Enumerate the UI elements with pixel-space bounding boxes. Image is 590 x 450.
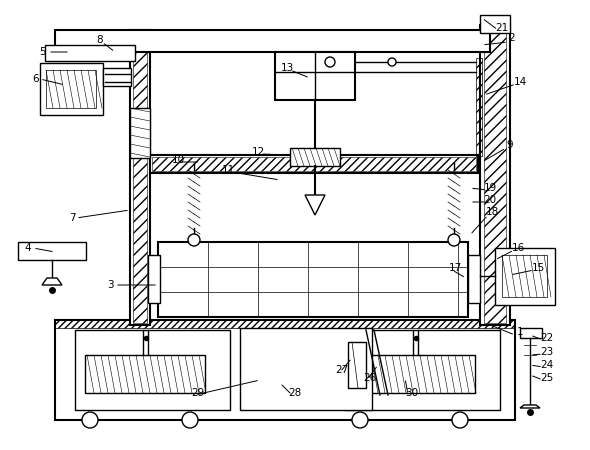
- Text: 4: 4: [25, 243, 31, 253]
- Text: 8: 8: [97, 35, 103, 45]
- Bar: [345, 330, 500, 410]
- Text: 9: 9: [507, 140, 513, 150]
- Bar: [480, 15, 510, 33]
- Bar: [40, 63, 103, 115]
- Bar: [355, 355, 475, 393]
- Text: 11: 11: [221, 165, 235, 175]
- Bar: [133, 32, 147, 323]
- Text: 14: 14: [513, 77, 527, 87]
- Text: 24: 24: [540, 360, 553, 370]
- Text: 17: 17: [448, 263, 461, 273]
- Bar: [484, 27, 506, 323]
- Bar: [348, 342, 366, 388]
- Bar: [152, 157, 476, 171]
- Text: 22: 22: [540, 333, 553, 343]
- Text: 6: 6: [32, 74, 40, 84]
- Circle shape: [352, 412, 368, 428]
- Text: 29: 29: [191, 388, 205, 398]
- Bar: [130, 108, 150, 158]
- Text: 15: 15: [532, 263, 545, 273]
- Bar: [290, 148, 340, 166]
- Text: 2: 2: [509, 33, 515, 43]
- Text: 27: 27: [335, 365, 349, 375]
- Bar: [476, 58, 482, 156]
- Circle shape: [82, 412, 98, 428]
- Text: 13: 13: [280, 63, 294, 73]
- Bar: [46, 70, 96, 108]
- Text: 20: 20: [483, 195, 497, 205]
- Circle shape: [325, 57, 335, 67]
- Circle shape: [182, 412, 198, 428]
- Bar: [130, 30, 150, 325]
- Text: 26: 26: [363, 373, 376, 383]
- Bar: [468, 255, 480, 303]
- Bar: [158, 242, 468, 317]
- Bar: [85, 355, 205, 393]
- Bar: [55, 320, 515, 420]
- Text: 16: 16: [512, 243, 525, 253]
- Bar: [502, 255, 547, 297]
- Polygon shape: [520, 405, 540, 408]
- Text: 12: 12: [251, 147, 265, 157]
- Text: 10: 10: [172, 155, 185, 165]
- Bar: [480, 25, 510, 325]
- Bar: [275, 52, 355, 100]
- Text: 7: 7: [68, 213, 76, 223]
- Bar: [148, 255, 160, 303]
- Circle shape: [448, 234, 460, 246]
- Text: 1: 1: [517, 327, 523, 337]
- Bar: [150, 155, 478, 173]
- Bar: [75, 330, 230, 410]
- Text: 25: 25: [540, 373, 553, 383]
- Circle shape: [452, 412, 468, 428]
- Circle shape: [388, 58, 396, 66]
- Circle shape: [188, 234, 200, 246]
- Text: 5: 5: [39, 47, 45, 57]
- Text: 3: 3: [107, 280, 113, 290]
- Bar: [495, 248, 555, 305]
- Bar: [240, 328, 372, 410]
- Polygon shape: [305, 195, 325, 215]
- Text: 30: 30: [405, 388, 418, 398]
- Bar: [55, 320, 515, 328]
- Bar: [520, 328, 542, 338]
- Bar: [18, 242, 86, 260]
- Text: 21: 21: [496, 23, 509, 33]
- Bar: [103, 68, 131, 86]
- Text: 19: 19: [483, 183, 497, 193]
- Polygon shape: [42, 278, 62, 285]
- Text: 18: 18: [486, 207, 499, 217]
- Text: 23: 23: [540, 347, 553, 357]
- Bar: [45, 45, 135, 61]
- Text: 28: 28: [289, 388, 301, 398]
- Bar: [55, 30, 490, 52]
